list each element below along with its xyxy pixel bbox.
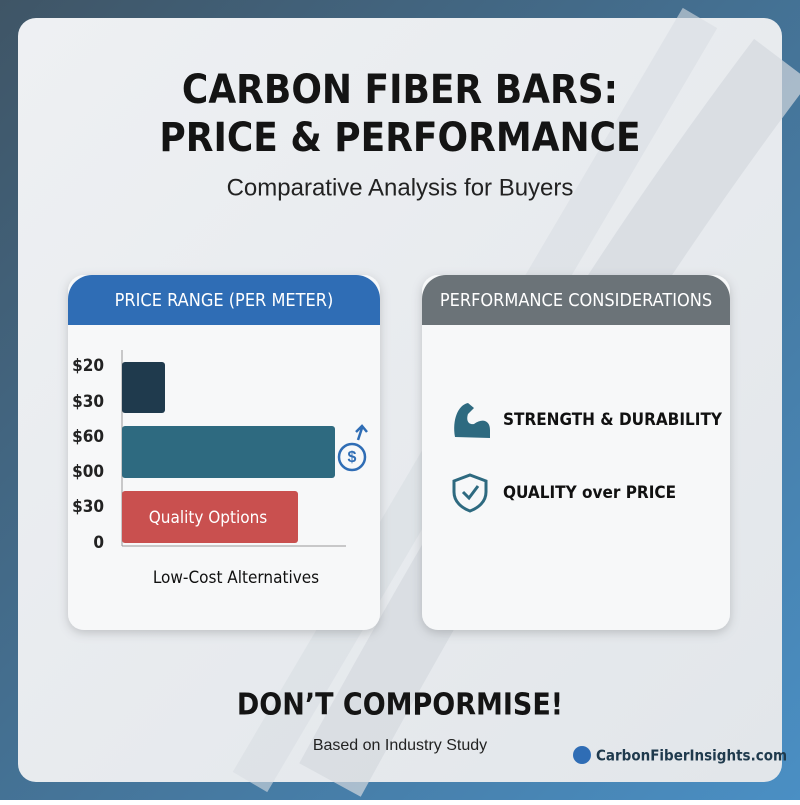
- panel-title: PERFORMANCE CONSIDERATIONS: [440, 290, 712, 311]
- title: PRICE & PERFORMANCE: [159, 115, 640, 161]
- shield-icon: [461, 485, 480, 501]
- brand-logo: [573, 746, 591, 764]
- title: CARBON FIBER BARS:: [182, 67, 618, 113]
- shield-icon: [452, 473, 488, 513]
- bar: [122, 362, 165, 413]
- dollar-icon: $: [337, 424, 368, 472]
- axis-label: $30: [72, 497, 104, 517]
- panel-header: [422, 275, 730, 325]
- panel-title: PRICE RANGE (PER METER): [115, 290, 334, 311]
- bar: [122, 426, 335, 478]
- performance-panel: [422, 275, 730, 630]
- svg-text:$: $: [348, 449, 357, 466]
- axis-label: 0: [93, 533, 104, 553]
- bar: [122, 491, 298, 543]
- item-text: QUALITY over PRICE: [503, 483, 676, 503]
- axis-label: $30: [72, 392, 104, 412]
- axis-label: $20: [72, 356, 104, 376]
- item-text: STRENGTH & DURABILITY: [503, 410, 723, 430]
- axis-label: $00: [72, 462, 104, 482]
- brand: CarbonFiberInsights.com: [596, 747, 787, 765]
- strength-icon: [454, 403, 490, 438]
- axis-label: $60: [72, 427, 104, 447]
- note: Based on Industry Study: [313, 737, 487, 754]
- panel-header: [68, 275, 380, 325]
- caption: Low-Cost Alternatives: [153, 568, 319, 588]
- subtitle: Comparative Analysis for Buyers: [227, 174, 574, 201]
- bar-label: Quality Options: [149, 508, 268, 528]
- headline: DON’T COMPORMISE!: [237, 688, 563, 723]
